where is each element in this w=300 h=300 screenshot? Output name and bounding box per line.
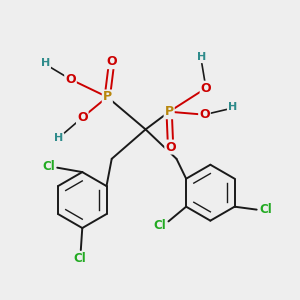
Text: P: P: [103, 91, 112, 103]
Text: Cl: Cl: [42, 160, 55, 173]
Text: H: H: [228, 102, 237, 112]
Text: O: O: [65, 73, 76, 86]
Text: H: H: [197, 52, 206, 62]
Text: Cl: Cl: [73, 252, 86, 265]
Text: O: O: [77, 111, 88, 124]
Text: H: H: [54, 133, 63, 143]
Text: P: P: [165, 105, 174, 118]
Text: O: O: [199, 108, 210, 121]
Text: O: O: [106, 55, 117, 68]
Text: Cl: Cl: [153, 219, 166, 232]
Text: O: O: [201, 82, 211, 95]
Text: Cl: Cl: [259, 203, 272, 216]
Text: O: O: [165, 141, 176, 154]
Text: H: H: [41, 58, 50, 68]
